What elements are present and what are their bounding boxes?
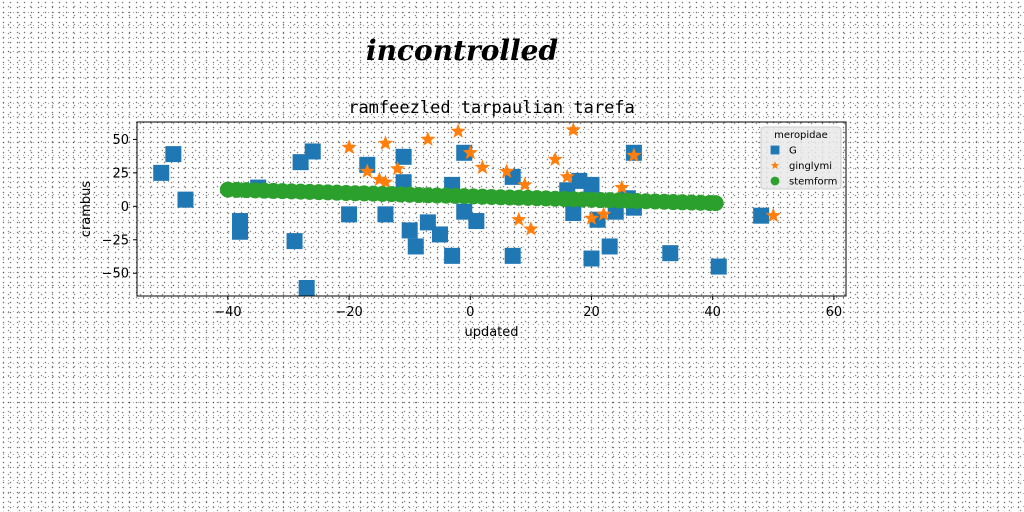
- data-point-stemform: [707, 195, 724, 212]
- series-stemform: [219, 181, 724, 212]
- data-point-ginglymi: [341, 139, 357, 154]
- data-point-G: [407, 238, 424, 255]
- data-point-ginglymi: [377, 135, 394, 150]
- y-tick-label: −25: [102, 233, 129, 248]
- legend-marker-G: [770, 145, 780, 155]
- data-point-ginglymi: [596, 206, 612, 221]
- data-point-G: [468, 213, 485, 230]
- legend-title: meropidae: [774, 130, 828, 141]
- y-tick-label: 0: [121, 200, 129, 215]
- x-tick-label: 20: [583, 305, 600, 320]
- data-point-G: [165, 146, 182, 163]
- data-point-ginglymi: [517, 176, 533, 192]
- legend-label-stemform: stemform: [789, 177, 837, 188]
- data-point-G: [583, 250, 600, 267]
- data-point-ginglymi: [420, 131, 436, 146]
- data-point-G: [753, 207, 770, 224]
- legend-marker-stemform: [770, 176, 780, 186]
- legend-box: [760, 126, 842, 190]
- series-G: [153, 143, 770, 296]
- data-point-ginglymi: [565, 122, 581, 137]
- data-point-ginglymi: [511, 211, 527, 227]
- y-tick-label: 50: [112, 133, 129, 148]
- x-tick-label: 60: [826, 305, 843, 320]
- data-point-ginglymi: [614, 179, 630, 195]
- x-tick-label: −40: [214, 305, 241, 320]
- data-point-G: [153, 164, 170, 181]
- x-tick-label: 40: [704, 305, 721, 320]
- data-point-ginglymi: [765, 207, 781, 223]
- data-point-ginglymi: [547, 151, 563, 166]
- data-marks: [153, 122, 781, 296]
- figure-suptitle: incontrolled: [365, 34, 559, 67]
- data-point-G: [662, 245, 679, 262]
- data-point-ginglymi: [450, 123, 466, 138]
- data-point-G: [395, 148, 412, 165]
- data-point-G: [298, 279, 315, 296]
- data-point-ginglymi: [377, 174, 394, 189]
- data-point-G: [583, 176, 600, 193]
- data-point-ginglymi: [359, 163, 375, 178]
- data-point-G: [286, 233, 303, 250]
- data-point-G: [377, 206, 394, 223]
- data-point-ginglymi: [499, 163, 515, 178]
- y-axis-label: crambus: [79, 181, 94, 238]
- x-axis-label: updated: [464, 325, 518, 340]
- data-point-G: [444, 247, 461, 264]
- data-point-G: [177, 191, 194, 208]
- data-point-G: [341, 206, 358, 223]
- data-point-G: [395, 174, 412, 191]
- data-point-G: [431, 226, 448, 243]
- legend-label-ginglymi: ginglymi: [789, 161, 832, 172]
- data-point-G: [292, 154, 309, 171]
- data-point-ginglymi: [626, 147, 642, 162]
- data-point-G: [710, 258, 727, 275]
- data-point-G: [304, 143, 321, 160]
- data-point-G: [232, 223, 249, 240]
- data-point-ginglymi: [559, 168, 575, 184]
- data-point-ginglymi: [583, 210, 600, 225]
- data-point-G: [601, 238, 618, 255]
- data-point-ginglymi: [389, 160, 406, 176]
- y-tick-label: −50: [102, 267, 129, 282]
- legend-marker-ginglymi: [770, 161, 780, 170]
- x-tick-label: 0: [466, 305, 474, 320]
- y-tick-label: 25: [112, 166, 129, 181]
- axis-ticks: −40 −20 0 20 40 60 −50 −25 0 25 50: [102, 133, 843, 320]
- data-point-ginglymi: [523, 221, 539, 236]
- data-point-G: [571, 172, 588, 189]
- axes-frame: [136, 121, 847, 297]
- chart-title: ramfeezled tarpaulian tarefa: [348, 98, 635, 118]
- data-point-G: [565, 205, 582, 222]
- data-point-G: [419, 214, 436, 231]
- legend-label-G: G: [789, 146, 797, 157]
- data-point-ginglymi: [371, 171, 387, 187]
- data-point-G: [504, 247, 521, 264]
- data-point-G: [456, 203, 473, 220]
- data-point-ginglymi: [462, 144, 478, 160]
- series-ginglymi: [341, 122, 781, 236]
- data-point-G: [401, 222, 418, 239]
- x-tick-label: −20: [335, 305, 362, 320]
- data-point-ginglymi: [474, 159, 491, 174]
